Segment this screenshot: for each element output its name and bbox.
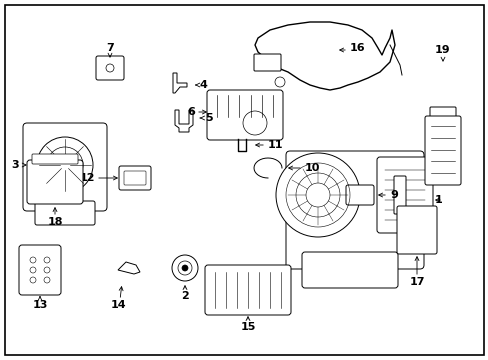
- Circle shape: [172, 255, 198, 281]
- Polygon shape: [118, 262, 140, 274]
- Text: 19: 19: [434, 45, 450, 55]
- Text: 9: 9: [389, 190, 397, 200]
- FancyBboxPatch shape: [285, 151, 423, 269]
- FancyBboxPatch shape: [35, 201, 95, 225]
- Text: 13: 13: [32, 300, 48, 310]
- Text: 5: 5: [204, 113, 212, 123]
- Polygon shape: [175, 110, 193, 132]
- Text: 12: 12: [80, 173, 95, 183]
- FancyBboxPatch shape: [376, 157, 432, 233]
- FancyBboxPatch shape: [393, 176, 405, 214]
- FancyBboxPatch shape: [124, 171, 146, 185]
- FancyBboxPatch shape: [19, 245, 61, 295]
- FancyBboxPatch shape: [23, 123, 107, 211]
- Text: 15: 15: [240, 322, 255, 332]
- Text: 2: 2: [181, 291, 188, 301]
- FancyBboxPatch shape: [429, 107, 455, 121]
- FancyBboxPatch shape: [424, 116, 460, 185]
- Text: 10: 10: [305, 163, 320, 173]
- Text: 8: 8: [395, 225, 403, 235]
- FancyBboxPatch shape: [27, 160, 83, 204]
- Circle shape: [182, 265, 187, 271]
- Circle shape: [178, 261, 192, 275]
- Text: 17: 17: [408, 277, 424, 287]
- FancyBboxPatch shape: [302, 252, 397, 288]
- FancyBboxPatch shape: [96, 56, 124, 80]
- Text: 4: 4: [200, 80, 207, 90]
- Text: 18: 18: [47, 217, 62, 227]
- FancyBboxPatch shape: [204, 265, 290, 315]
- Text: 16: 16: [349, 43, 365, 53]
- Circle shape: [275, 153, 359, 237]
- FancyBboxPatch shape: [253, 54, 281, 71]
- Text: 6: 6: [187, 107, 195, 117]
- Text: 11: 11: [267, 140, 283, 150]
- FancyBboxPatch shape: [119, 166, 151, 190]
- Text: 3: 3: [11, 160, 19, 170]
- Text: 7: 7: [106, 43, 114, 53]
- FancyBboxPatch shape: [396, 206, 436, 254]
- FancyBboxPatch shape: [206, 90, 283, 140]
- Polygon shape: [173, 73, 186, 93]
- Text: 14: 14: [110, 300, 125, 310]
- FancyBboxPatch shape: [346, 185, 373, 205]
- FancyBboxPatch shape: [32, 154, 78, 164]
- Text: 1: 1: [434, 195, 442, 205]
